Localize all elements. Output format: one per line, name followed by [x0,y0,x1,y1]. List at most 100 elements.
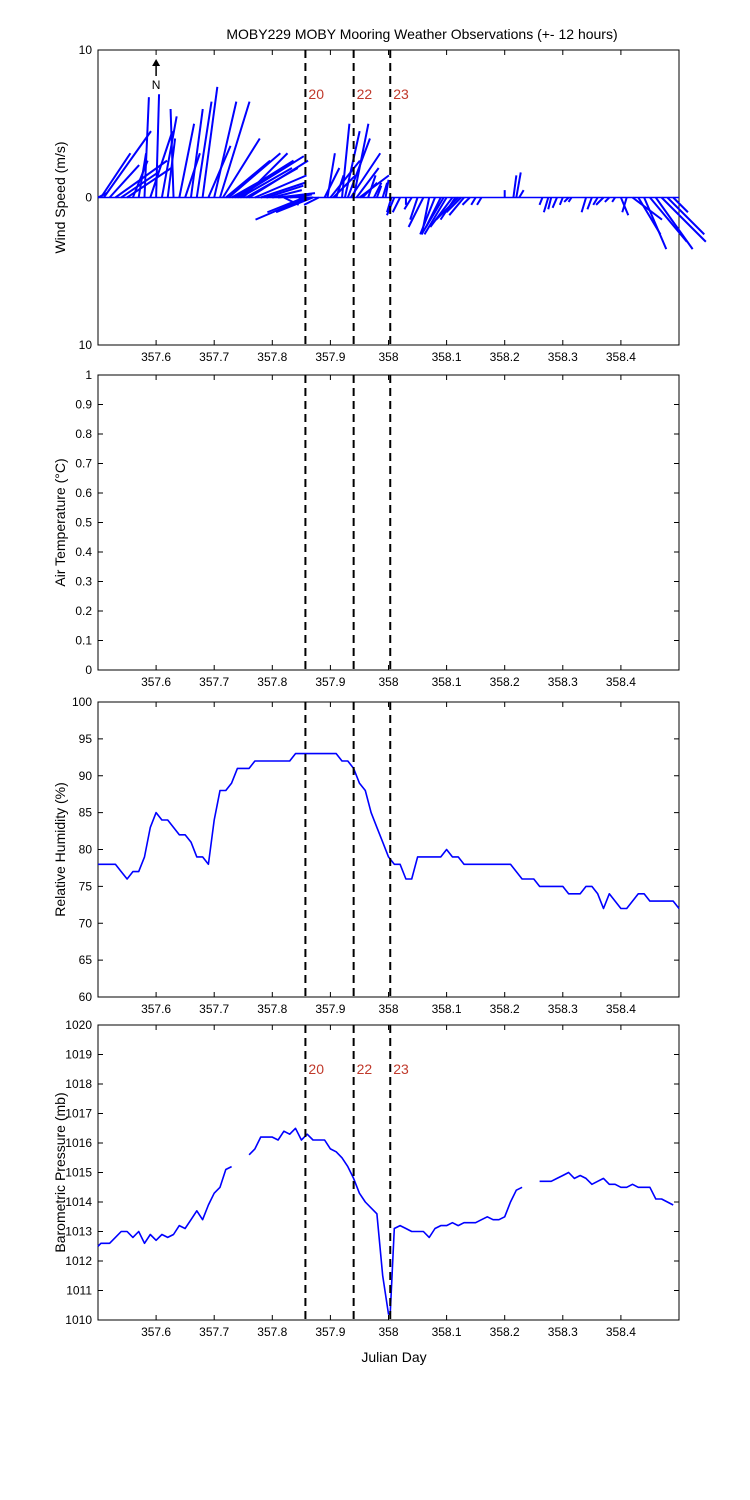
event-label: 22 [357,86,373,102]
wind-vector [448,196,465,216]
x-tick-label: 358.1 [432,1325,462,1339]
wind-vector [195,101,213,198]
wind-vector [515,172,522,198]
x-tick-label: 357.6 [141,1325,171,1339]
y-tick-label: 1 [85,368,92,382]
panel-barometric_pressure: 357.6 357.7 357.8 357.9 358 358.1 358.2 358.3 35… [52,1018,680,1339]
series-line [97,1165,232,1247]
wind-vector [586,197,593,210]
x-tick-label: 357.7 [199,1002,229,1016]
y-tick-label: 1014 [65,1195,92,1209]
wind-vector [580,197,587,213]
y-tick-label: 85 [79,806,93,820]
wind-vector [213,101,238,198]
x-tick-label: 358 [378,675,398,689]
wind-vector [604,196,610,203]
wind-vector [341,123,351,198]
panel-relative_humidity: 357.6 357.7 357.8 357.9 358 358.1 358.2 358.3 35… [52,695,680,1016]
panel-air_temperature: 357.6 357.7 357.8 357.9 358 358.1 358.2 358.3 35… [52,368,680,689]
wind-vector [461,196,471,206]
wind-vector [160,116,178,198]
x-tick-label: 358.2 [490,350,520,364]
wind-vector [225,159,271,199]
x-tick-label: 358.4 [606,675,636,689]
y-tick-label: 100 [72,695,92,709]
wind-vector [518,189,525,199]
y-tick-label: 1012 [65,1254,92,1268]
wind-vector [595,196,605,206]
x-tick-label: 357.6 [141,350,171,364]
x-tick-label: 358.1 [432,1002,462,1016]
wind-vector [419,197,436,235]
wind-vector [266,184,304,199]
wind-vector [407,197,425,228]
x-tick-label: 357.6 [141,1002,171,1016]
event-label: 23 [393,86,409,102]
wind-vector [403,196,413,210]
wind-vector [352,123,370,198]
wind-vector [547,197,553,210]
wind-vector [542,197,550,213]
y-axis-label: Wind Speed (m/s) [52,141,68,253]
series-line [98,752,680,910]
wind-vector [476,196,483,206]
y-tick-label: 1010 [65,1313,92,1327]
wind-vector [654,196,694,250]
wind-vector [228,152,282,199]
y-tick-label: 1019 [65,1048,92,1062]
north-arrow-icon [152,59,161,66]
x-tick-label: 358.3 [548,675,578,689]
x-tick-label: 358.3 [548,1002,578,1016]
wind-vector [201,86,219,198]
plot-frame [97,374,680,671]
x-tick-label: 357.9 [315,350,345,364]
wind-vector [420,196,445,235]
y-tick-label: 70 [79,916,93,930]
event-label: 23 [393,1061,409,1077]
y-tick-label: 1013 [65,1225,92,1239]
wind-vector [234,159,295,199]
x-tick-label: 357.7 [199,1325,229,1339]
x-tick-label: 358 [378,1325,398,1339]
wind-vector [236,155,305,199]
x-axis-label: Julian Day [361,1349,426,1365]
north-label: N [152,78,161,92]
y-tick-label: 75 [79,879,93,893]
wind-vector [248,159,309,199]
x-tick-label: 357.8 [257,675,287,689]
wind-vector [391,197,402,213]
wind-vector [137,153,148,198]
wind-vector [375,185,383,198]
wind-vector [567,196,573,203]
panels: 357.6 357.7 357.8 357.9 358 358.1 358.2 358.3 35… [52,43,707,1339]
y-tick-label: 60 [79,990,93,1004]
event-label: 20 [308,86,324,102]
wind-vector [169,108,175,198]
y-tick-label: 0.8 [75,427,92,441]
x-tick-label: 357.7 [199,675,229,689]
wind-vector [289,193,312,199]
wind-vector [558,197,564,206]
x-tick-label: 357.8 [257,1002,287,1016]
panel-wind: 357.6 357.7 357.8 357.9 358 358.1 358.2 358.3 35… [52,43,707,364]
series-line [248,1127,523,1315]
wind-vector [631,196,663,221]
wind-vector [149,130,174,198]
wind-vector [108,164,140,199]
plot-frame [97,701,680,998]
wind-vector [649,196,688,243]
y-axis-label: Air Temperature (°C) [52,458,68,586]
wind-vector [538,197,544,206]
wind-vector [100,152,132,199]
y-tick-label: 0 [85,191,92,205]
wind-vector [672,196,689,213]
wind-vector [242,152,289,199]
y-tick-label: 1018 [65,1077,92,1091]
y-tick-label: 65 [79,953,93,967]
wind-vector [222,137,261,199]
wind-vector [267,196,305,214]
event-label: 20 [308,1061,324,1077]
wind-vector [666,196,705,236]
wind-vector [178,123,196,198]
